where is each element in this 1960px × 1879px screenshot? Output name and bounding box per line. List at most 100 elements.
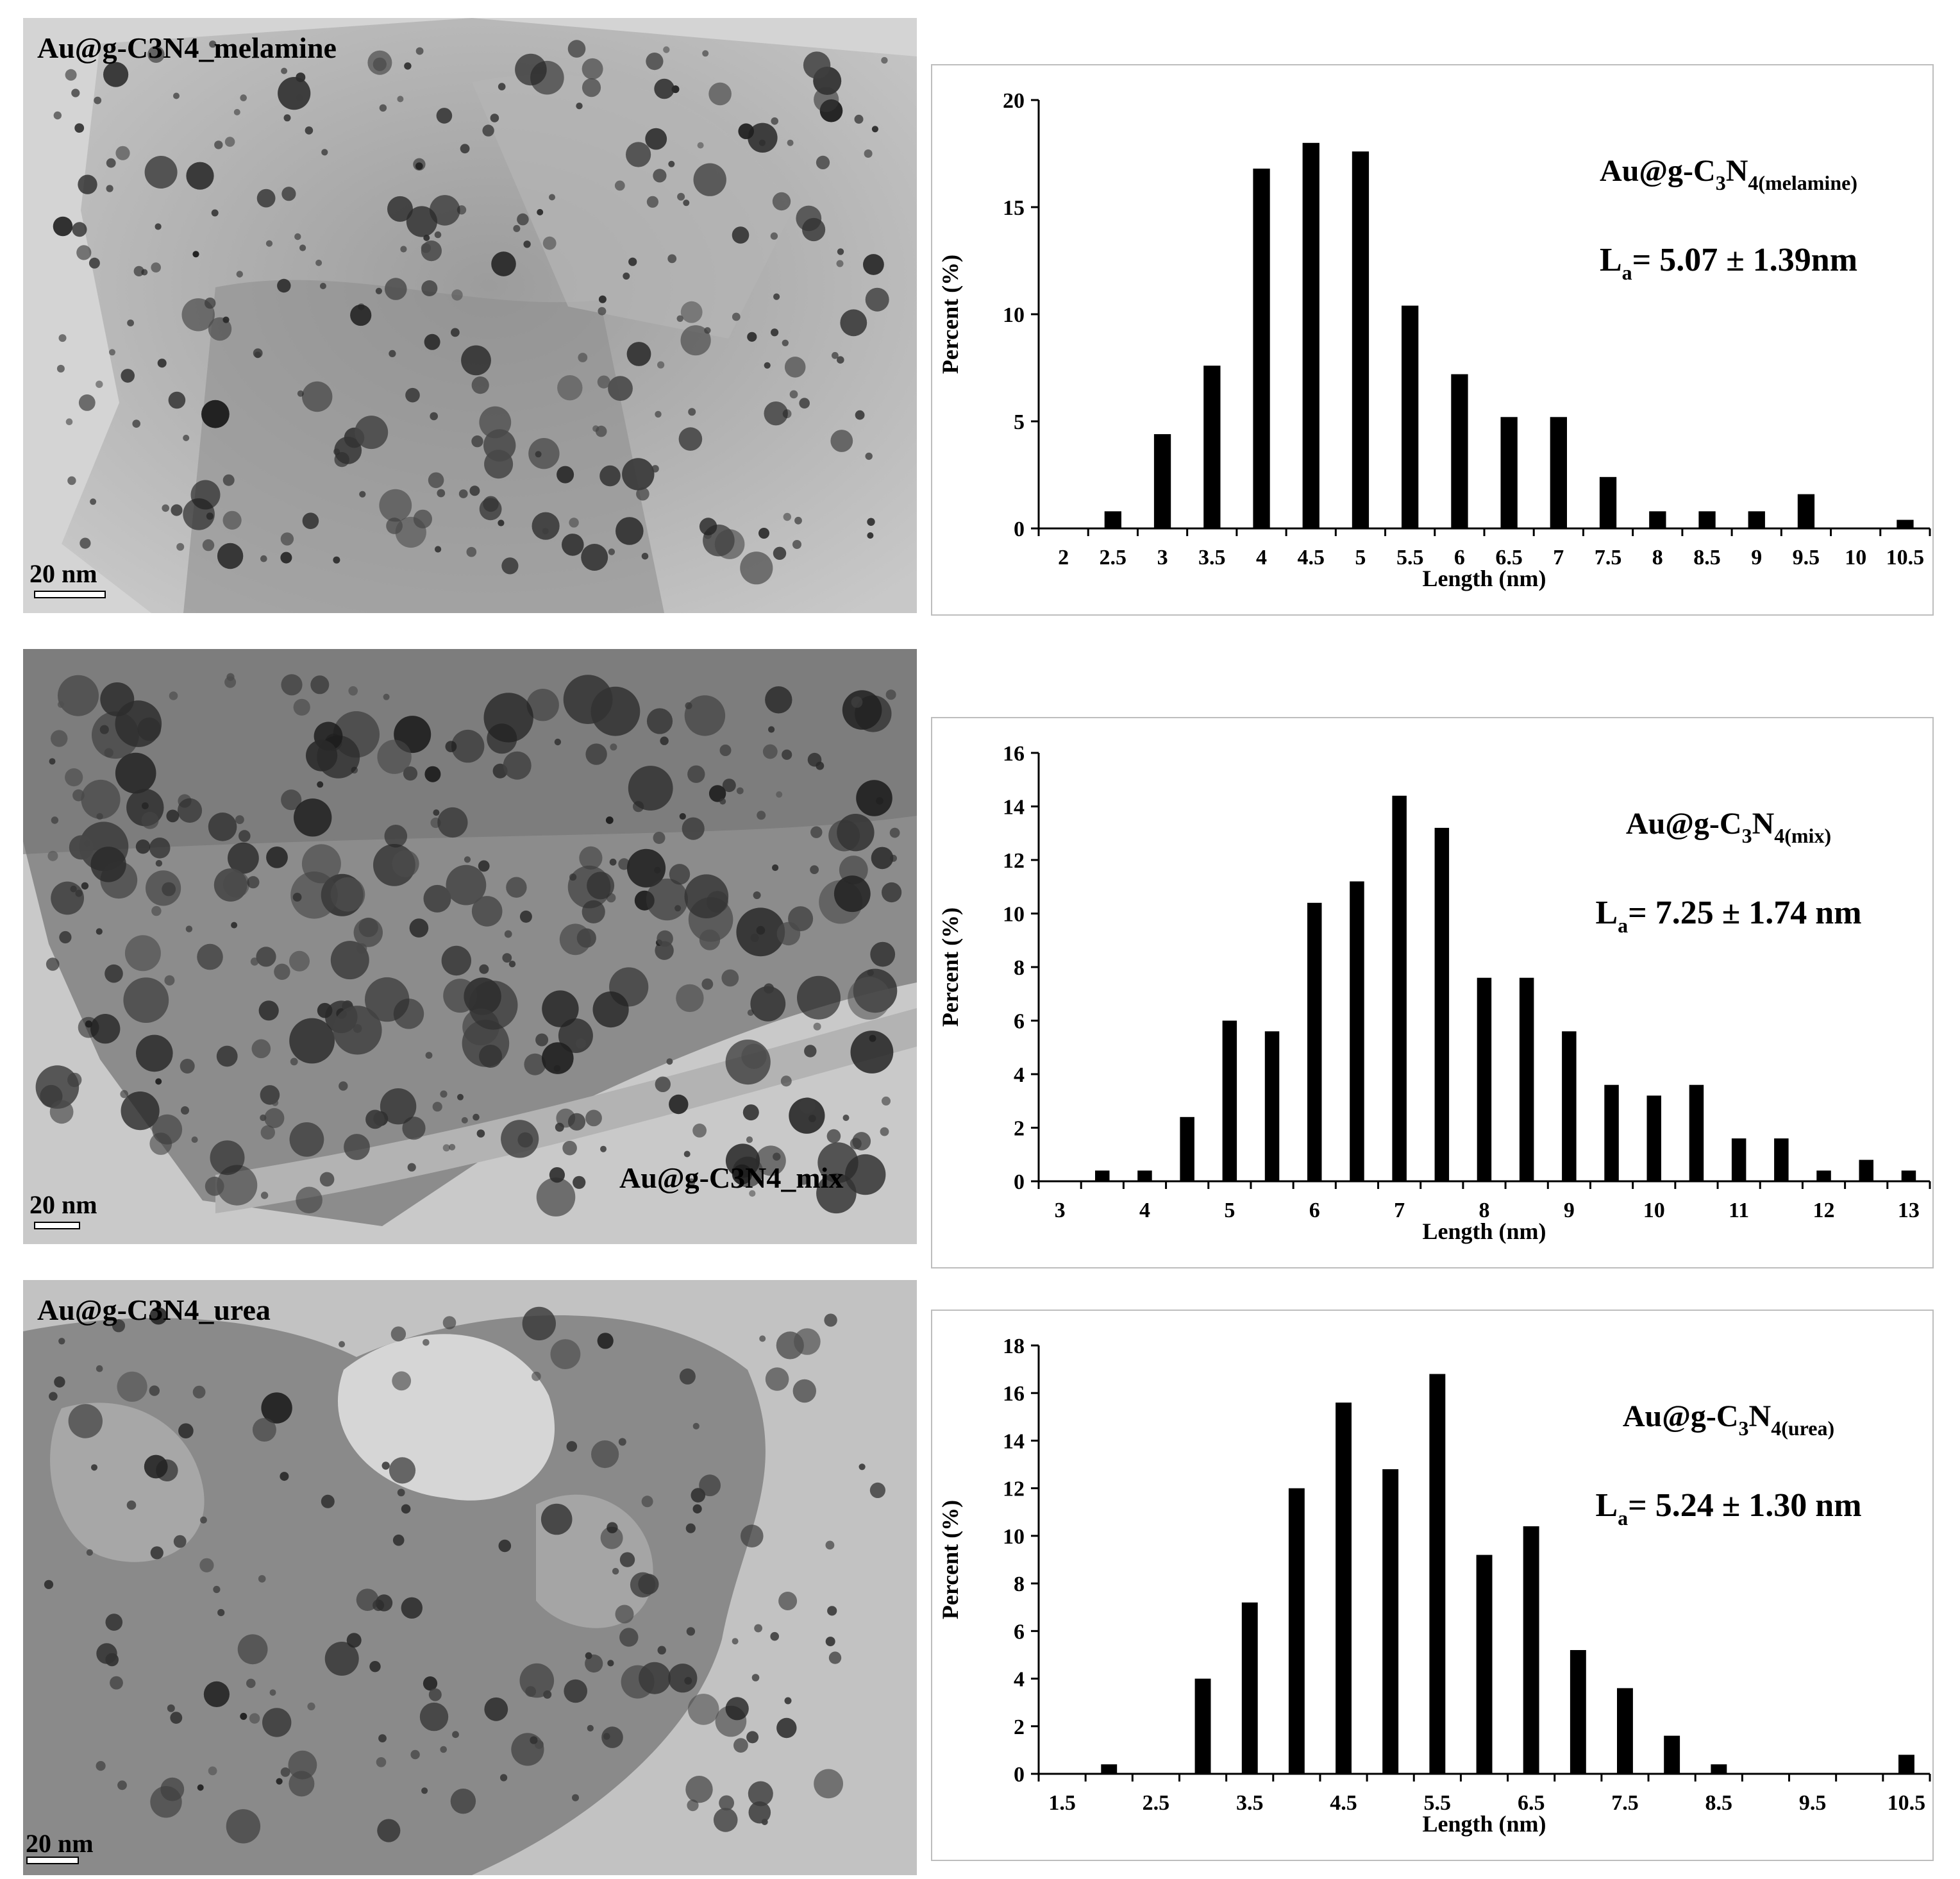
x-tick-label: 12 <box>1813 1199 1835 1222</box>
nanoparticle <box>747 332 757 342</box>
nanoparticle <box>80 537 91 549</box>
nanoparticle <box>356 943 367 954</box>
nanoparticle <box>783 512 792 521</box>
nanoparticle <box>460 144 470 154</box>
nanoparticle <box>498 519 505 527</box>
nanoparticle <box>296 94 303 101</box>
nanoparticle <box>383 693 390 700</box>
nanoparticle <box>794 1328 821 1355</box>
nanoparticle <box>519 1663 555 1698</box>
bar-4 <box>1137 1170 1152 1181</box>
nanoparticle <box>183 434 190 441</box>
nanoparticle <box>542 236 557 250</box>
nanoparticle <box>614 180 625 191</box>
nanoparticle <box>348 686 358 696</box>
bar-11 <box>1731 1138 1746 1181</box>
nanoparticle <box>151 262 161 273</box>
nanoparticle <box>321 149 328 156</box>
nanoparticle <box>253 348 263 358</box>
nanoparticle <box>562 534 584 556</box>
nanoparticle <box>260 1125 275 1140</box>
nanoparticle <box>794 516 802 525</box>
nanoparticle <box>449 1143 456 1150</box>
nanoparticle <box>290 872 338 919</box>
nanoparticle <box>264 1108 285 1129</box>
nanoparticle <box>765 686 792 714</box>
nanoparticle <box>378 1734 387 1742</box>
nanoparticle <box>305 126 314 135</box>
nanoparticle <box>601 1726 623 1748</box>
y-tick-label: 14 <box>1003 1429 1025 1453</box>
nanoparticle <box>628 257 637 266</box>
nanoparticle <box>222 316 230 323</box>
nanoparticle <box>281 187 296 201</box>
nanoparticle <box>685 702 692 709</box>
nanoparticle <box>501 557 519 575</box>
x-tick-label: 10.5 <box>1886 546 1925 569</box>
nanoparticle <box>283 114 291 122</box>
y-tick-label: 8 <box>1014 1572 1025 1596</box>
nanoparticle <box>600 1526 623 1549</box>
nanoparticle <box>271 1099 279 1106</box>
tem-image-melamine: Au@g-C3N4_melamine 20 nm <box>23 18 917 613</box>
nanoparticle <box>380 1088 417 1125</box>
bar-6.5 <box>1523 1526 1539 1774</box>
x-tick-label: 9 <box>1564 1199 1575 1222</box>
nanoparticle <box>68 1404 103 1438</box>
bar-6 <box>1476 1555 1493 1774</box>
nanoparticle <box>239 830 251 842</box>
nanoparticle <box>333 711 380 758</box>
nanoparticle <box>646 196 658 208</box>
nanoparticle <box>402 1116 426 1140</box>
bar-3 <box>1194 1678 1211 1774</box>
nanoparticle <box>758 528 769 539</box>
nanoparticle <box>217 1165 258 1206</box>
nanoparticle <box>149 1307 167 1325</box>
nanoparticle <box>692 1422 699 1429</box>
nanoparticle <box>603 1733 610 1740</box>
nanoparticle <box>150 1786 182 1818</box>
nanoparticle <box>217 543 244 569</box>
x-tick-label: 6 <box>1454 546 1465 569</box>
nanoparticle <box>155 223 162 230</box>
nanoparticle <box>778 1592 798 1610</box>
nanoparticle <box>205 1176 224 1196</box>
nanoparticle <box>404 62 412 70</box>
nanoparticle <box>725 1697 749 1721</box>
nanoparticle <box>741 1524 764 1547</box>
nanoparticle <box>830 430 853 452</box>
chart-title: Au@g-C3N4(melamine) <box>1600 154 1857 194</box>
nanoparticle <box>222 474 235 486</box>
nanoparticles <box>35 673 902 1217</box>
nanoparticle <box>240 1712 247 1720</box>
nanoparticle <box>135 839 151 854</box>
nanoparticle <box>247 876 260 889</box>
nanoparticle <box>780 1075 792 1087</box>
x-tick-label: 2.5 <box>1143 1791 1170 1815</box>
nanoparticle <box>276 1778 283 1785</box>
nanoparticle <box>842 690 882 730</box>
nanoparticle <box>511 1733 544 1766</box>
nanoparticle <box>828 1651 842 1664</box>
tem-label: Au@g-C3N4_mix <box>619 1161 843 1194</box>
nanoparticle <box>867 518 875 526</box>
nanoparticle <box>655 1076 671 1092</box>
y-axis-title: Percent (%) <box>937 907 963 1027</box>
nanoparticle <box>105 964 123 983</box>
nanoparticle <box>706 891 728 913</box>
nanoparticle <box>59 931 72 944</box>
nanoparticle <box>224 137 235 147</box>
mean-size-annotation: La= 5.07 ± 1.39nm <box>1600 242 1857 284</box>
nanoparticle <box>668 160 675 167</box>
nanoparticle <box>377 1819 401 1842</box>
nanoparticle <box>784 357 806 378</box>
nanoparticle <box>655 410 662 418</box>
nanoparticle <box>356 1588 379 1611</box>
bar-8.5 <box>1698 511 1716 528</box>
y-tick-label: 16 <box>1003 742 1025 766</box>
nanoparticle <box>713 1808 738 1832</box>
nanoparticle <box>47 850 58 861</box>
nanoparticle <box>120 1090 128 1099</box>
nanoparticle <box>882 1096 891 1106</box>
nanoparticle <box>228 842 259 874</box>
